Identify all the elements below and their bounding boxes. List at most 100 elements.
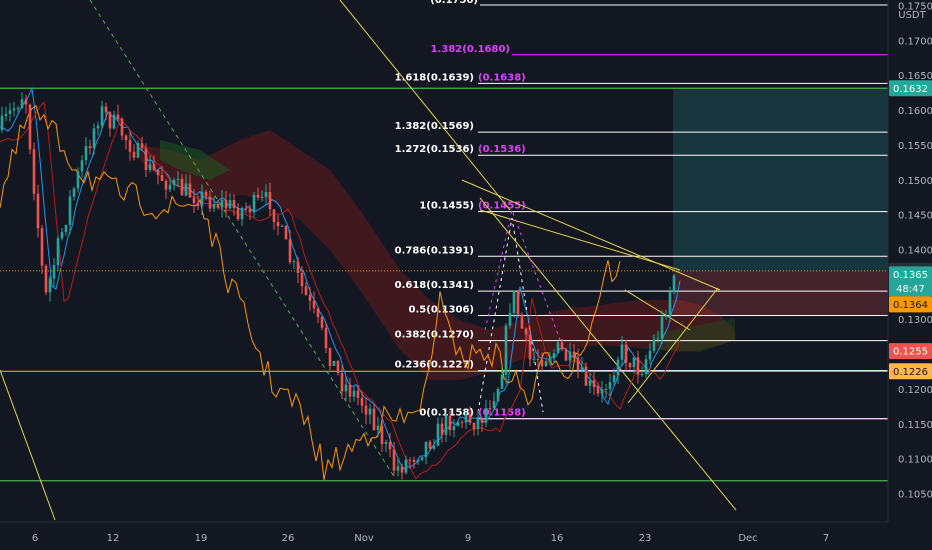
candle-body — [216, 204, 220, 208]
y-tick-label: 0.1150 — [898, 420, 932, 431]
x-tick-label: 23 — [639, 533, 652, 544]
candle-body — [108, 112, 112, 129]
trend-line[interactable] — [0, 369, 56, 521]
candle-body — [344, 384, 348, 392]
candle-body — [36, 193, 40, 229]
ichimoku-cloud — [140, 130, 735, 380]
candle-body — [476, 417, 480, 429]
candle-body — [164, 181, 168, 190]
candle-body — [484, 408, 488, 423]
trend-line[interactable] — [479, 197, 737, 511]
candle-body — [144, 148, 148, 170]
candle-body — [92, 128, 96, 148]
fib-ext-label: (0.1455) — [478, 201, 526, 212]
time-axis[interactable]: 6 12 19 26 Nov 9 16 23 Dec 7 — [32, 533, 829, 544]
candle-body — [280, 225, 284, 227]
fib-ext-label: (0.1536) — [478, 144, 526, 155]
candle-body — [668, 292, 672, 316]
candle-body — [20, 99, 24, 109]
candle-body — [528, 334, 532, 360]
candle-body — [304, 286, 308, 296]
y-tick-label: 0.1100 — [898, 455, 932, 466]
candle-body — [176, 178, 180, 180]
candle-body — [664, 315, 668, 317]
candle-body — [608, 382, 612, 389]
candlesticks — [0, 92, 676, 480]
y-tick-label: 0.1450 — [898, 211, 932, 222]
candle-body — [156, 169, 160, 176]
fibonacci-retracement[interactable]: 1.618(0.1639) (0.1638) 1.382(0.1569) 1.272(… — [395, 44, 888, 420]
candle-body — [236, 207, 240, 220]
candle-body — [604, 388, 608, 390]
candle-body — [292, 261, 296, 263]
candle-body — [264, 191, 268, 197]
candle-body — [244, 208, 248, 210]
candle-body — [492, 400, 496, 409]
candle-body — [432, 445, 436, 449]
candle-body — [32, 149, 36, 194]
candle-body — [352, 390, 356, 397]
candle-body — [420, 457, 424, 460]
candle-body — [100, 106, 104, 126]
position-tool[interactable] — [673, 88, 888, 317]
trend-lines[interactable] — [0, 0, 737, 521]
candle-body — [552, 352, 556, 359]
x-tick-label: 16 — [551, 533, 564, 544]
candle-body — [140, 143, 144, 149]
position-profit-zone[interactable] — [673, 88, 888, 271]
candle-body — [560, 342, 564, 350]
trend-line[interactable] — [627, 287, 719, 404]
candle-body — [640, 374, 644, 376]
candle-body — [496, 388, 500, 401]
trend-line[interactable] — [461, 179, 721, 291]
fib-label-top: (0.1750) — [430, 0, 478, 6]
price-badge-label: 48:47 — [896, 284, 925, 295]
candle-body — [172, 179, 176, 185]
candle-body — [288, 239, 292, 263]
price-badge-bg — [889, 280, 932, 297]
candle-body — [464, 414, 468, 423]
candle-body — [168, 184, 172, 190]
candle-body — [536, 358, 540, 360]
trend-line[interactable] — [624, 289, 691, 331]
time-axis-background[interactable] — [0, 522, 932, 550]
price-axis[interactable]: 0.10500.11000.11500.12000.12500.13000.13… — [898, 2, 932, 501]
trend-line[interactable] — [479, 209, 681, 271]
candle-body — [500, 374, 504, 389]
candle-body — [64, 224, 68, 233]
candle-body — [460, 422, 464, 424]
y-tick-label: 0.1750 — [898, 2, 932, 13]
trend-line[interactable] — [339, 0, 511, 211]
candle-body — [348, 384, 352, 397]
position-loss-zone[interactable] — [673, 270, 888, 317]
candle-body — [372, 408, 376, 431]
candle-body — [596, 386, 600, 394]
price-badge-label: 0.1632 — [893, 84, 928, 95]
candle-body — [548, 358, 552, 362]
candle-body — [184, 183, 188, 196]
candle-body — [328, 348, 332, 366]
candle-body — [300, 273, 304, 287]
candle-body — [452, 426, 456, 431]
candle-body — [580, 366, 584, 371]
candle-body — [248, 208, 252, 213]
candle-body — [652, 339, 656, 351]
candle-body — [360, 397, 364, 406]
cloud-bullish — [650, 318, 735, 352]
candle-body — [136, 143, 140, 158]
candle-body — [472, 422, 476, 429]
fib-label: 1(0.1455) — [419, 201, 474, 212]
candle-body — [428, 441, 432, 449]
candle-body — [468, 414, 472, 423]
candle-body — [260, 196, 264, 198]
candle-body — [392, 449, 396, 471]
candle-body — [124, 135, 128, 141]
candle-body — [576, 357, 580, 371]
candle-body — [88, 146, 92, 148]
candle-body — [520, 314, 524, 329]
candle-body — [228, 200, 232, 209]
dashed-trend-line[interactable] — [89, 0, 396, 479]
candle-body — [240, 208, 244, 220]
candle-body — [188, 183, 192, 198]
